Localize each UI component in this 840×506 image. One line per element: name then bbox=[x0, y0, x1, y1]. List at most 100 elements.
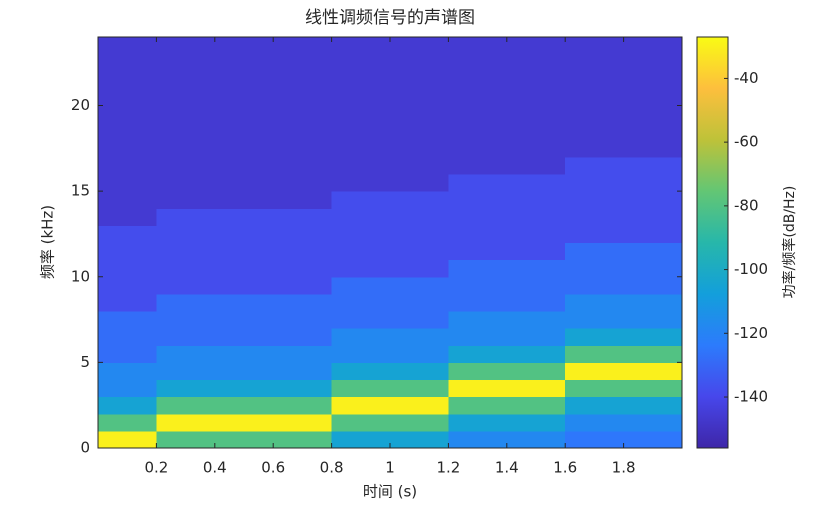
heatmap-cell bbox=[623, 225, 683, 243]
x-tick-label: 1.4 bbox=[495, 459, 519, 477]
heatmap-cell bbox=[98, 328, 157, 346]
heatmap-cell bbox=[156, 225, 216, 243]
heatmap-cell bbox=[448, 311, 508, 329]
heatmap-cell bbox=[331, 191, 391, 209]
heatmap-cell bbox=[565, 413, 625, 432]
heatmap-cell bbox=[623, 191, 683, 209]
heatmap-cell bbox=[506, 208, 566, 226]
heatmap-cell bbox=[273, 413, 333, 432]
heatmap-cell bbox=[331, 345, 391, 363]
heatmap-cell bbox=[448, 208, 508, 226]
heatmap-cell bbox=[214, 293, 274, 312]
heatmap-cell bbox=[448, 379, 508, 398]
heatmap-cell bbox=[98, 122, 157, 141]
heatmap-cell bbox=[331, 242, 391, 261]
heatmap-cells bbox=[98, 37, 683, 449]
heatmap-cell bbox=[390, 71, 449, 89]
colorbar-tick-label: -80 bbox=[734, 196, 759, 214]
heatmap-cell bbox=[273, 139, 333, 158]
heatmap-cell bbox=[214, 276, 274, 295]
heatmap-cell bbox=[390, 54, 449, 72]
heatmap-cell bbox=[98, 362, 157, 380]
heatmap-cell bbox=[156, 139, 216, 158]
x-axis-label: 时间 (s) bbox=[363, 483, 417, 501]
heatmap-cell bbox=[565, 276, 625, 295]
heatmap-cell bbox=[331, 156, 391, 175]
colorbar-label: 功率/频率(dB/Hz) bbox=[781, 186, 798, 299]
heatmap-cell bbox=[331, 54, 391, 72]
heatmap-cell bbox=[448, 225, 508, 243]
heatmap-cell bbox=[390, 259, 449, 278]
heatmap-cell bbox=[273, 311, 333, 329]
heatmap-cell bbox=[506, 242, 566, 261]
heatmap-cell bbox=[214, 259, 274, 278]
heatmap-cell bbox=[273, 259, 333, 278]
heatmap-cell bbox=[98, 345, 157, 363]
colorbar-tick-label: -100 bbox=[734, 260, 768, 278]
heatmap-cell bbox=[506, 105, 566, 124]
heatmap-cell bbox=[214, 328, 274, 346]
heatmap-cell bbox=[273, 276, 333, 295]
heatmap-cell bbox=[390, 379, 449, 398]
heatmap-cell bbox=[331, 413, 391, 432]
heatmap-cell bbox=[156, 379, 216, 398]
heatmap-cell bbox=[390, 413, 449, 432]
heatmap-cell bbox=[214, 105, 274, 124]
heatmap-cell bbox=[156, 88, 216, 106]
heatmap-cell bbox=[331, 208, 391, 226]
heatmap-cell bbox=[98, 379, 157, 398]
heatmap-cell bbox=[273, 105, 333, 124]
heatmap-cell bbox=[98, 225, 157, 243]
heatmap-cell bbox=[565, 379, 625, 398]
heatmap-cell bbox=[448, 54, 508, 72]
heatmap-cell bbox=[565, 105, 625, 124]
heatmap-cell bbox=[623, 54, 683, 72]
heatmap-cell bbox=[214, 37, 274, 55]
heatmap-cell bbox=[156, 362, 216, 380]
heatmap-cell bbox=[448, 105, 508, 124]
heatmap-cell bbox=[390, 396, 449, 415]
heatmap-cell bbox=[448, 174, 508, 192]
heatmap-cell bbox=[214, 379, 274, 398]
heatmap-cell bbox=[273, 191, 333, 209]
heatmap-cell bbox=[331, 139, 391, 158]
heatmap-cell bbox=[390, 276, 449, 295]
heatmap-cell bbox=[623, 156, 683, 175]
heatmap-cell bbox=[331, 362, 391, 380]
chart-title: 线性调频信号的声谱图 bbox=[305, 8, 475, 28]
heatmap-cell bbox=[214, 88, 274, 106]
heatmap-cell bbox=[623, 413, 683, 432]
heatmap-cell bbox=[506, 71, 566, 89]
heatmap-cell bbox=[390, 105, 449, 124]
heatmap-cell bbox=[623, 379, 683, 398]
heatmap-cell bbox=[390, 208, 449, 226]
heatmap-cell bbox=[448, 293, 508, 312]
heatmap-cell bbox=[448, 328, 508, 346]
heatmap-cell bbox=[156, 293, 216, 312]
heatmap-cell bbox=[98, 430, 157, 449]
heatmap-cell bbox=[623, 208, 683, 226]
heatmap-cell bbox=[156, 328, 216, 346]
heatmap-cell bbox=[98, 396, 157, 415]
heatmap-cell bbox=[98, 156, 157, 175]
heatmap-cell bbox=[565, 242, 625, 261]
heatmap-cell bbox=[565, 293, 625, 312]
heatmap-cell bbox=[156, 191, 216, 209]
heatmap-cell bbox=[506, 345, 566, 363]
heatmap-cell bbox=[565, 311, 625, 329]
heatmap-cell bbox=[214, 362, 274, 380]
heatmap-cell bbox=[448, 139, 508, 158]
heatmap-cell bbox=[565, 430, 625, 449]
heatmap-cell bbox=[506, 122, 566, 141]
heatmap-cell bbox=[506, 156, 566, 175]
heatmap-cell bbox=[156, 259, 216, 278]
heatmap-cell bbox=[390, 191, 449, 209]
heatmap-cell bbox=[390, 139, 449, 158]
heatmap-cell bbox=[565, 345, 625, 363]
x-tick-label: 0.6 bbox=[261, 459, 285, 477]
heatmap-cell bbox=[214, 208, 274, 226]
heatmap-cell bbox=[331, 259, 391, 278]
heatmap-cell bbox=[506, 430, 566, 449]
colorbar-tick-label: -60 bbox=[734, 133, 759, 151]
heatmap-cell bbox=[623, 396, 683, 415]
